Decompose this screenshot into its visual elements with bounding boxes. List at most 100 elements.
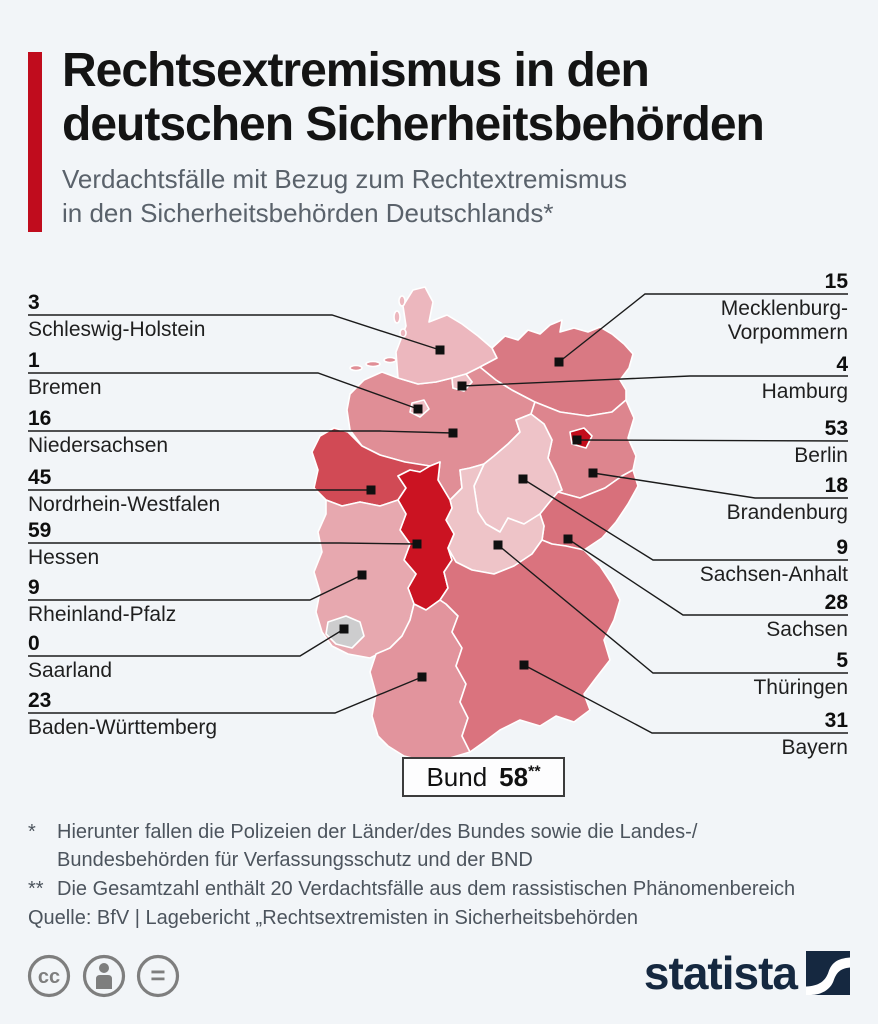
label-name: Baden-Württemberg (28, 716, 218, 739)
marker-hamburg (457, 381, 467, 391)
label-value: 18 (824, 474, 848, 497)
no-derivatives-icon[interactable] (136, 954, 180, 998)
label-value: 0 (28, 632, 40, 655)
leader-line-rheinland-pfalz (28, 574, 363, 601)
leader-line-hessen (28, 542, 418, 545)
leader-line-sachsen (567, 538, 848, 616)
label-value: 1 (28, 349, 40, 372)
footnote-2: ** Die Gesamtzahl enthält 20 Verdachtsfä… (28, 875, 795, 903)
island-ostfriesland-1 (349, 364, 363, 372)
marker-brandenburg (588, 468, 598, 478)
label-value: 3 (28, 291, 40, 314)
label-name: Mecklenburg-Vorpommern (720, 297, 848, 344)
label-value: 4 (836, 353, 848, 376)
label-sachsen-anhalt: 9 Sachsen-Anhalt (700, 537, 848, 587)
cc-icon[interactable] (27, 954, 71, 998)
marker-bremen (413, 404, 423, 414)
island-nordfriesland-2 (393, 310, 401, 324)
label-value: 28 (824, 591, 848, 614)
page-subtitle: Verdachtsfälle mit Bezug zum Rechtextrem… (62, 162, 627, 230)
leader-line-thueringen (497, 544, 848, 674)
bund-value: 58** (499, 761, 541, 792)
footnote-1-marker: * (28, 821, 36, 843)
label-thueringen: 5 Thüringen (753, 650, 848, 700)
footnote-1-text: Hierunter fallen die Polizeien der Lände… (57, 821, 698, 871)
label-bayern: 31 Bayern (781, 710, 848, 760)
footnote-1: * Hierunter fallen die Polizeien der Län… (28, 818, 697, 874)
marker-rheinland-pfalz (357, 570, 367, 580)
marker-baden-wuerttemberg (417, 672, 427, 682)
label-name: Schleswig-Holstein (28, 318, 206, 341)
label-value: 59 (28, 519, 52, 542)
marker-niedersachsen (448, 428, 458, 438)
bund-total-box: Bund 58** (402, 757, 565, 797)
leader-line-saarland (28, 628, 345, 657)
label-saarland: 0 Saarland (28, 633, 112, 683)
marker-bayern (519, 660, 529, 670)
label-sachsen: 28 Sachsen (766, 592, 848, 642)
leader-line-brandenburg (592, 472, 848, 499)
statista-logo-text: statista (643, 947, 798, 999)
label-name: Sachsen-Anhalt (699, 563, 848, 586)
title-line-1: Rechtsextremismus in den (62, 44, 650, 97)
state-bayern (439, 539, 621, 753)
cc-glyph: cc (38, 966, 60, 988)
marker-thueringen (493, 540, 503, 550)
marker-berlin (572, 435, 582, 445)
label-baden-wuerttemberg: 23 Baden-Württemberg (28, 690, 217, 740)
marker-schleswig-holstein (435, 345, 445, 355)
marker-sachsen (563, 534, 573, 544)
label-name: Berlin (794, 444, 848, 467)
bund-label: Bund (426, 761, 488, 792)
label-nordrhein-westfalen: 45 Nordrhein-Westfalen (28, 467, 220, 517)
label-value: 45 (28, 466, 52, 489)
label-rheinland-pfalz: 9 Rheinland-Pfalz (28, 577, 176, 627)
subtitle-line-1: Verdachtsfälle mit Bezug zum Rechtextrem… (62, 164, 627, 194)
label-value: 23 (28, 689, 52, 712)
label-name: Hessen (28, 546, 100, 569)
leader-line-sachsen-anhalt (522, 478, 848, 561)
label-name: Bremen (28, 376, 102, 399)
attribution-icon[interactable] (82, 954, 126, 998)
map-markers (339, 345, 598, 682)
footnote-2-marker: ** (28, 878, 44, 900)
island-nordfriesland-1 (398, 295, 406, 307)
label-name: Niedersachsen (28, 434, 169, 457)
marker-sachsen-anhalt (518, 474, 528, 484)
leader-line-bremen (28, 372, 419, 410)
statista-logo[interactable]: statista (644, 950, 850, 996)
statista-logo-icon (806, 951, 850, 995)
label-name: Rheinland-Pfalz (28, 603, 177, 626)
label-name: Saarland (28, 659, 113, 682)
label-hessen: 59 Hessen (28, 520, 99, 570)
marker-saarland (339, 624, 349, 634)
marker-mecklenburg-vorpommern (554, 357, 564, 367)
leader-line-berlin (576, 439, 849, 442)
label-name: Hamburg (761, 380, 848, 403)
island-nordfriesland-3 (399, 328, 407, 338)
leader-line-niedersachsen (28, 430, 454, 434)
label-brandenburg: 18 Brandenburg (727, 475, 848, 525)
label-schleswig-holstein: 3 Schleswig-Holstein (28, 292, 205, 342)
marker-hessen (412, 539, 422, 549)
license-icons: cc = (27, 954, 180, 998)
label-hamburg: 4 Hamburg (762, 354, 848, 404)
footnote-2-text: Die Gesamtzahl enthält 20 Verdachtsfälle… (57, 878, 796, 900)
label-name: Bayern (781, 736, 848, 759)
island-ostfriesland-3 (383, 356, 397, 364)
label-name: Sachsen (766, 618, 848, 641)
label-value: 15 (824, 270, 848, 293)
leader-line-baden-wuerttemberg (28, 676, 423, 714)
leader-line-schleswig-holstein (28, 314, 441, 351)
state-mecklenburg-vorpommern (479, 319, 634, 417)
label-value: 5 (836, 649, 848, 672)
label-name: Brandenburg (726, 501, 848, 524)
label-berlin: 53 Berlin (794, 418, 848, 468)
bund-footnote-marker: ** (528, 762, 541, 780)
label-value: 31 (824, 709, 848, 732)
label-value: 53 (824, 417, 848, 440)
title-line-2: deutschen Sicherheitsbehörden (62, 98, 765, 151)
leader-lines (28, 293, 849, 734)
